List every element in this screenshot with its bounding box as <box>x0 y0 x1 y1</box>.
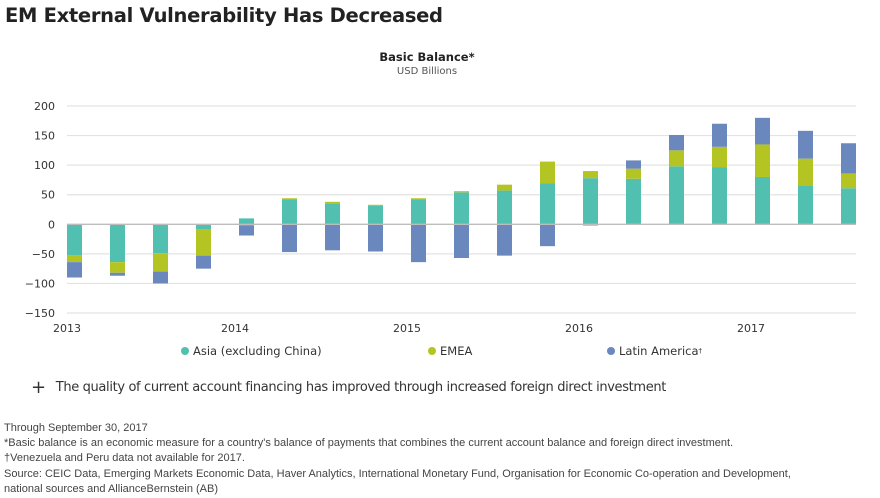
bar-asia-excluding-china-15 <box>712 167 727 225</box>
legend-label-emea: EMEA <box>440 344 473 358</box>
bar-asia-excluding-china-16 <box>755 176 770 225</box>
legend-label-asia: Asia (excluding China) <box>193 344 322 358</box>
footnote-source-continued: national sources and AllianceBernstein (… <box>4 482 219 495</box>
bar-asia-excluding-china-0 <box>67 224 82 256</box>
bar-emea-2 <box>153 253 168 272</box>
bar-asia-excluding-china-12 <box>583 178 598 225</box>
x-axis-ticks: 2013 2014 2015 2016 2017 <box>53 322 765 335</box>
x-tick-label: 2016 <box>565 322 593 335</box>
bar-asia-excluding-china-3 <box>196 224 211 230</box>
latin-america-legend-dot-icon <box>607 347 615 355</box>
y-tick-label: −100 <box>25 277 55 290</box>
bar-asia-excluding-china-2 <box>153 224 168 254</box>
bar-emea-1 <box>110 262 125 273</box>
bar-emea-15 <box>712 146 727 168</box>
y-tick-label: −50 <box>32 248 55 261</box>
bar-emea-12 <box>583 171 598 179</box>
legend-item-emea: EMEA <box>428 344 472 358</box>
asia-legend-dot-icon <box>181 347 189 355</box>
bar-latin-america-2 <box>153 271 168 284</box>
bar-latin-america-5 <box>282 224 297 253</box>
bar-emea-10 <box>497 184 512 191</box>
chart-title: Basic Balance* <box>379 50 475 64</box>
y-tick-label: −150 <box>25 307 55 320</box>
bar-asia-excluding-china-11 <box>540 183 555 225</box>
bar-emea-13 <box>626 168 641 179</box>
bar-asia-excluding-china-13 <box>626 178 641 225</box>
bar-emea-17 <box>798 158 813 186</box>
bar-latin-america-6 <box>325 224 340 251</box>
bar-asia-excluding-china-4 <box>239 218 254 225</box>
bar-emea-6 <box>325 201 340 204</box>
bar-latin-america-9 <box>454 224 469 258</box>
bar-latin-america-16 <box>755 117 770 145</box>
footnotes: Through September 30, 2017 *Basic balanc… <box>4 421 791 497</box>
dagger-mark: † <box>698 347 703 355</box>
bar-asia-excluding-china-17 <box>798 185 813 225</box>
y-tick-label: 150 <box>34 130 55 143</box>
bar-latin-america-0 <box>67 262 82 278</box>
bar-emea-14 <box>669 150 684 167</box>
bar-asia-excluding-china-1 <box>110 224 125 263</box>
bar-asia-excluding-china-6 <box>325 203 340 225</box>
bar-latin-america-8 <box>411 224 426 263</box>
x-tick-label: 2013 <box>53 322 81 335</box>
y-tick-label: 100 <box>34 159 55 172</box>
y-tick-label: 50 <box>41 189 55 202</box>
bar-emea-18 <box>841 173 856 189</box>
bar-latin-america-4 <box>239 225 254 236</box>
legend-item-latin-america: Latin America † <box>607 344 702 358</box>
bar-emea-5 <box>282 198 297 200</box>
bar-emea-0 <box>67 255 82 263</box>
footnote-venezuela-peru: †Venezuela and Peru data not available f… <box>4 452 245 465</box>
bar-asia-excluding-china-9 <box>454 192 469 225</box>
bar-asia-excluding-china-18 <box>841 188 856 225</box>
y-axis-ticks: 200 150 100 50 0 −50 −100 −150 <box>25 100 55 320</box>
bar-latin-america-11 <box>540 224 555 247</box>
footnote-date: Through September 30, 2017 <box>4 422 148 434</box>
bar-latin-america-18 <box>841 143 856 174</box>
bar-asia-excluding-china-8 <box>411 199 426 225</box>
legend-label-latin-america: Latin America <box>619 344 699 358</box>
x-tick-label: 2017 <box>737 322 765 335</box>
x-tick-label: 2015 <box>393 322 421 335</box>
key-point: + The quality of current account financi… <box>31 376 667 398</box>
chart-subtitle: USD Billions <box>396 66 458 77</box>
bar-latin-america-17 <box>798 130 813 159</box>
bar-latin-america-13 <box>626 160 641 169</box>
footnote-basic-balance: *Basic balance is an economic measure fo… <box>4 437 734 450</box>
plus-icon: + <box>31 376 46 398</box>
bar-latin-america-14 <box>669 134 684 151</box>
key-point-text: The quality of current account financing… <box>55 380 667 395</box>
legend-item-asia: Asia (excluding China) <box>181 344 322 358</box>
bar-emea-7 <box>368 204 383 206</box>
bar-asia-excluding-china-10 <box>497 190 512 225</box>
bar-emea-16 <box>755 144 770 177</box>
bar-latin-america-7 <box>368 224 383 252</box>
y-tick-label: 200 <box>34 100 55 113</box>
emea-legend-dot-icon <box>428 347 436 355</box>
footnote-source: Source: CEIC Data, Emerging Markets Econ… <box>4 467 791 480</box>
bar-emea-3 <box>196 229 211 256</box>
bar-emea-11 <box>540 161 555 184</box>
bars <box>67 117 856 284</box>
bar-latin-america-15 <box>712 123 727 147</box>
x-tick-label: 2014 <box>221 322 249 335</box>
page-title: EM External Vulnerability Has Decreased <box>5 4 443 27</box>
chart-plot: 200 150 100 50 0 −50 −100 −150 2013 2014 2015 2016… <box>25 100 856 335</box>
y-tick-label: 0 <box>48 218 55 231</box>
bar-latin-america-10 <box>497 224 512 256</box>
bar-asia-excluding-china-14 <box>669 166 684 225</box>
bar-asia-excluding-china-7 <box>368 205 383 225</box>
bar-emea-8 <box>411 198 426 200</box>
bar-latin-america-1 <box>110 272 125 276</box>
bar-emea-9 <box>454 191 469 193</box>
bar-latin-america-3 <box>196 255 211 269</box>
bar-asia-excluding-china-5 <box>282 199 297 225</box>
